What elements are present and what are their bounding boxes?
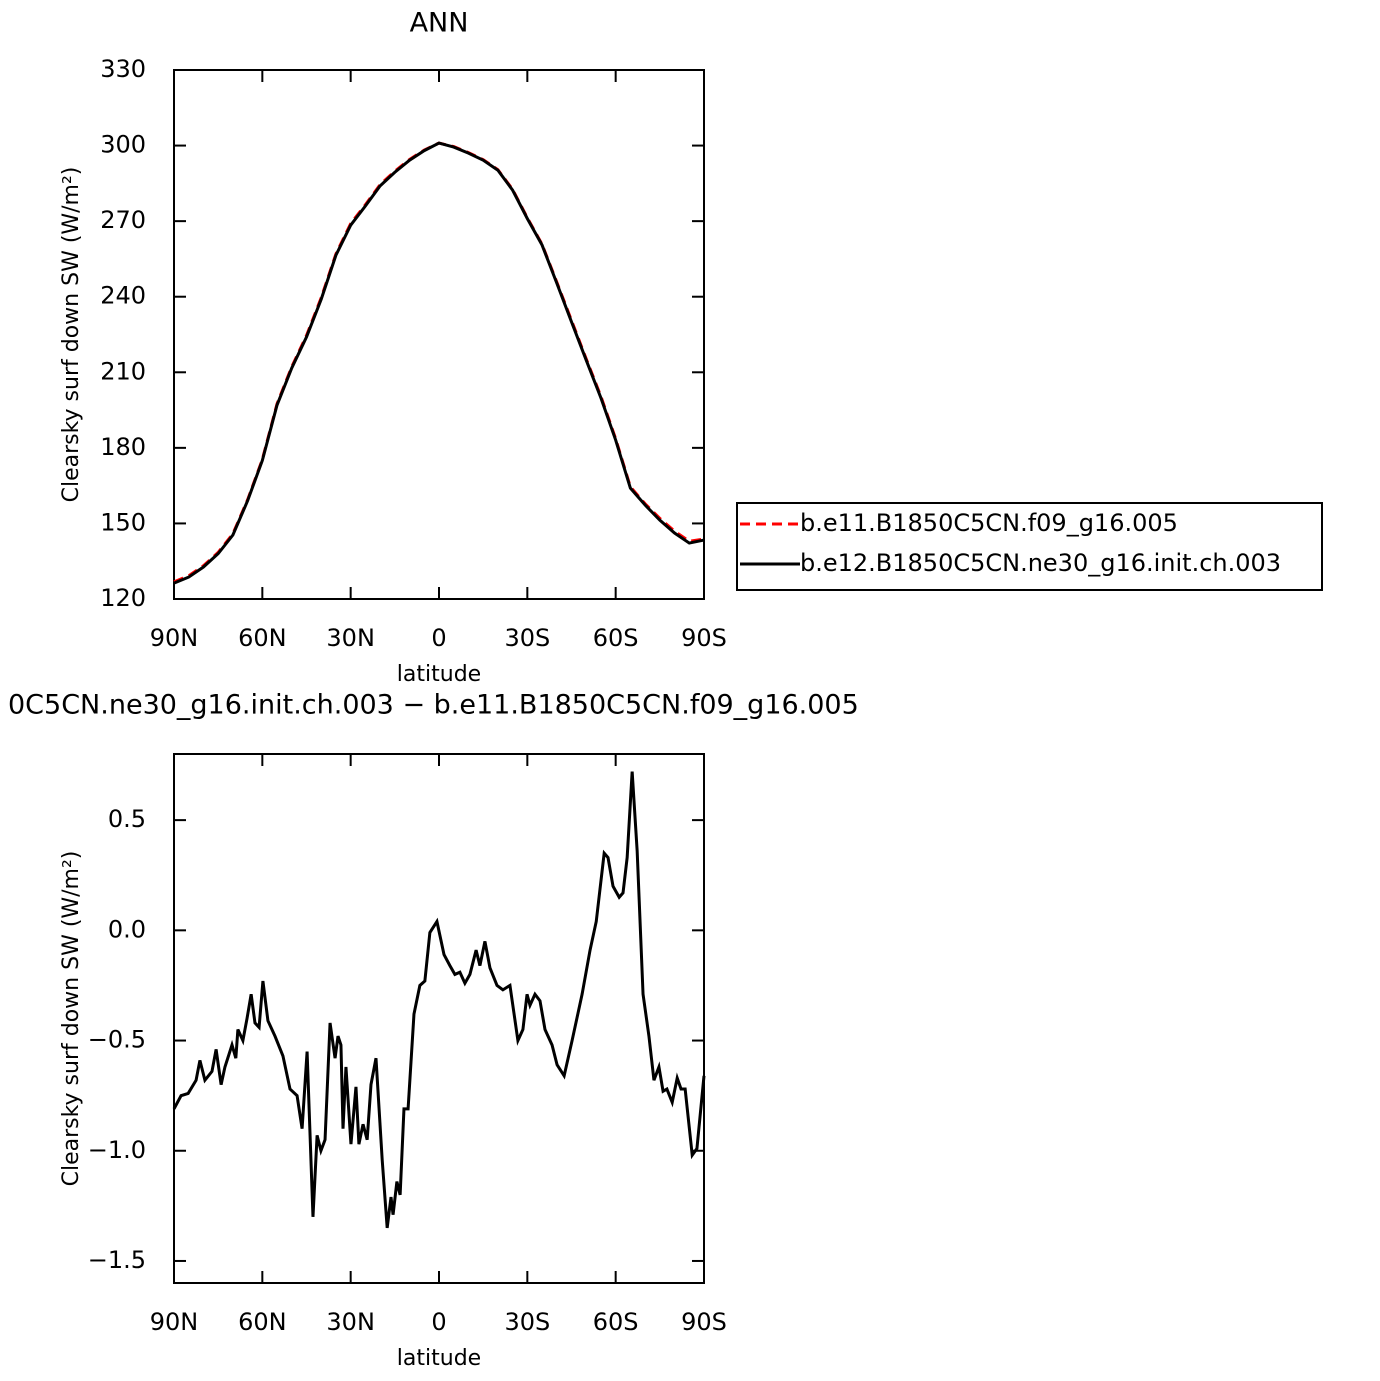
x-tick-label: 30N — [326, 624, 375, 652]
x-tick-label: 60S — [593, 1308, 639, 1336]
x-tick-label: 30N — [326, 1308, 375, 1336]
x-tick-label: 60N — [238, 624, 287, 652]
legend-label: b.e12.B1850C5CN.ne30_g16.init.ch.003 — [800, 549, 1281, 577]
y-tick-label: 180 — [100, 433, 146, 461]
y-tick-label: 300 — [100, 131, 146, 159]
y-tick-label: 150 — [100, 508, 146, 536]
y-tick-label: 270 — [100, 206, 146, 234]
y-tick-label: 240 — [100, 282, 146, 310]
y-tick-label: 330 — [100, 55, 146, 83]
plot-frame — [173, 69, 705, 600]
x-tick-label: 60S — [593, 624, 639, 652]
x-tick-label: 30S — [504, 1308, 550, 1336]
chart-title: ANN — [410, 8, 469, 39]
x-tick-label: 60N — [238, 1308, 287, 1336]
y-tick-label: −0.5 — [88, 1026, 146, 1054]
x-tick-label: 0 — [431, 1308, 446, 1336]
x-tick-label: 90N — [150, 624, 199, 652]
x-tick-label: 0 — [431, 624, 446, 652]
legend-box — [736, 502, 1323, 591]
y-axis-label: Clearsky surf down SW (W/m²) — [59, 851, 84, 1187]
chart-title: 0C5CN.ne30_g16.init.ch.003 − b.e11.B1850… — [8, 690, 859, 721]
data-line — [173, 141, 705, 584]
y-tick-label: 210 — [100, 357, 146, 385]
x-tick-label: 90S — [681, 624, 727, 652]
x-tick-label: 30S — [504, 624, 550, 652]
y-tick-label: 0.0 — [108, 915, 146, 943]
x-axis-label: latitude — [397, 1346, 481, 1371]
legend-label: b.e11.B1850C5CN.f09_g16.005 — [800, 509, 1178, 537]
y-tick-label: 0.5 — [108, 805, 146, 833]
x-axis-label: latitude — [397, 662, 481, 687]
data-line — [172, 771, 706, 1229]
y-tick-label: −1.5 — [88, 1246, 146, 1274]
x-tick-label: 90S — [681, 1308, 727, 1336]
data-line — [173, 141, 705, 585]
y-tick-label: 120 — [100, 584, 146, 612]
x-tick-label: 90N — [150, 1308, 199, 1336]
y-axis-label: Clearsky surf down SW (W/m²) — [59, 167, 84, 503]
y-tick-label: −1.0 — [88, 1136, 146, 1164]
